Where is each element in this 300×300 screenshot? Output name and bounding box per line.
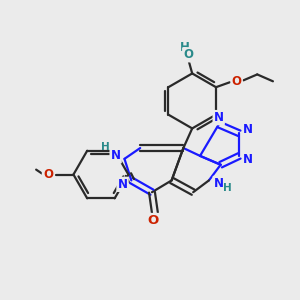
Text: H: H bbox=[101, 142, 110, 152]
Text: N: N bbox=[243, 153, 253, 166]
Text: N: N bbox=[214, 177, 224, 190]
Text: O: O bbox=[43, 168, 53, 181]
Text: N: N bbox=[214, 111, 224, 124]
Text: O: O bbox=[183, 48, 193, 61]
Text: H: H bbox=[223, 183, 232, 193]
Text: N: N bbox=[118, 178, 128, 191]
Text: O: O bbox=[232, 75, 242, 88]
Text: N: N bbox=[111, 149, 121, 162]
Text: O: O bbox=[147, 214, 159, 227]
Text: N: N bbox=[243, 123, 253, 136]
Text: H: H bbox=[179, 41, 189, 54]
